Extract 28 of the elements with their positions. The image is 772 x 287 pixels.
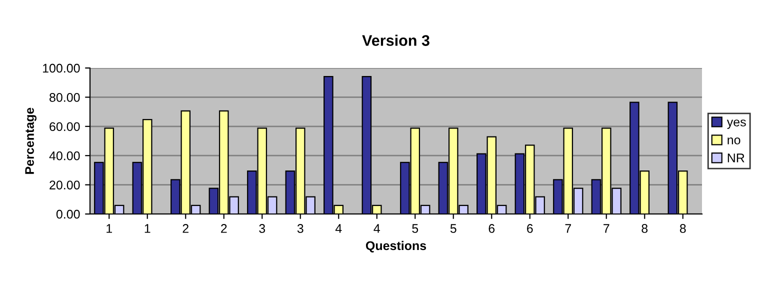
x-tick-label: 6 — [527, 224, 533, 233]
legend-label: yes — [726, 120, 746, 129]
x-tick-label: 7 — [604, 224, 610, 233]
x-tick-label: 3 — [297, 224, 304, 233]
y-tick-label: 0.00 — [56, 210, 80, 219]
x-tick-label: 5 — [412, 224, 418, 233]
legend-label: no — [728, 138, 740, 144]
y-tick-label: 100.00 — [43, 64, 80, 73]
y-axis-title: Percentage — [25, 108, 36, 174]
x-tick-label: 4 — [374, 224, 380, 233]
x-tick-label: 8 — [642, 224, 648, 233]
y-tick-label: 80.00 — [50, 93, 80, 102]
x-tick-label: 2 — [221, 224, 227, 233]
x-tick-label: 3 — [259, 224, 266, 233]
chart-title: Version 3 — [362, 34, 430, 46]
x-axis-title: Questions — [366, 240, 426, 252]
x-tick-label: 4 — [335, 224, 342, 233]
x-tick-label: 6 — [488, 224, 495, 233]
y-tick-label: 40.00 — [49, 151, 80, 160]
x-tick-label: 5 — [450, 224, 456, 233]
x-tick-label: 1 — [144, 224, 150, 233]
x-tick-label: 2 — [182, 224, 188, 233]
x-tick-label: 8 — [680, 224, 686, 233]
y-tick-label: 20.00 — [50, 180, 80, 190]
x-tick-label: 7 — [565, 224, 571, 233]
y-tick-label: 60.00 — [50, 122, 80, 132]
legend-label: NR — [728, 154, 744, 162]
x-tick-label: 1 — [106, 224, 112, 233]
